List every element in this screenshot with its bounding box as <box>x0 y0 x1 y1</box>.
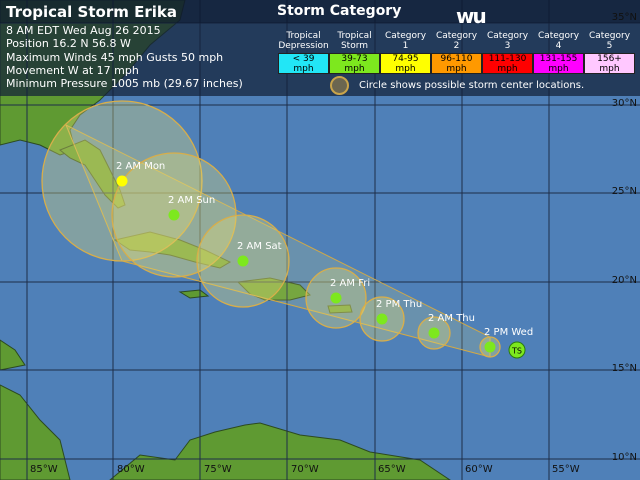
storm-marker-icon[interactable] <box>428 327 440 339</box>
legend-title: Storm Category <box>277 3 402 19</box>
yucatan <box>0 339 26 371</box>
category-0: Tropical DepressionTropicalDepression< 3… <box>278 31 329 74</box>
category-swatch: 156+ mph <box>584 53 635 74</box>
storm-marker-icon[interactable] <box>116 175 128 187</box>
legend-note-text: Circle shows possible storm center locat… <box>359 80 585 91</box>
category-name-line1: Category <box>384 31 427 41</box>
tropical-storm-icon[interactable]: TS <box>508 341 526 359</box>
category-6: Category 5Category5156+mph <box>584 31 635 74</box>
lon-label: 75°W <box>204 464 232 475</box>
category-name-line1: Category <box>486 31 529 41</box>
storm-marker-icon[interactable] <box>376 313 388 325</box>
category-name-line1: Tropical <box>286 31 321 41</box>
forecast-label: 2 AM Sat <box>237 241 282 252</box>
puerto-rico <box>327 304 353 314</box>
lon-label: 70°W <box>291 464 319 475</box>
category-swatch: 74-95 mph <box>380 53 431 74</box>
lon-label: 65°W <box>378 464 406 475</box>
forecast-label: 2 PM Thu <box>376 299 423 310</box>
lon-label: 55°W <box>552 464 580 475</box>
category-swatch: 131-155 mph <box>533 53 584 74</box>
central-america <box>0 384 71 480</box>
info-winds: Maximum Winds 45 mph Gusts 50 mph <box>6 50 224 64</box>
category-name-line2: Storm <box>340 41 369 51</box>
forecast-label: 2 AM Mon <box>116 161 166 172</box>
info-pressure: Minimum Pressure 1005 mb (29.67 inches) <box>6 77 243 91</box>
lat-label: 35°N <box>611 12 637 23</box>
storm-marker-icon[interactable] <box>330 292 342 304</box>
wu-logo[interactable]: wu <box>456 4 487 28</box>
storm-marker-icon[interactable] <box>168 209 180 221</box>
category-name-line1: Category <box>537 31 580 41</box>
category-name-line2: 5 <box>606 41 613 51</box>
lat-label: 25°N <box>611 186 637 197</box>
category-swatch: < 39 mph <box>278 53 329 74</box>
forecast-label: 2 PM Wed <box>484 327 534 338</box>
lat-label: 20°N <box>611 275 637 286</box>
category-swatch: 96-110 mph <box>431 53 482 74</box>
lat-label: 15°N <box>611 363 637 374</box>
ts-text: TS <box>511 347 522 356</box>
category-name-line2: 1 <box>402 41 409 51</box>
storm-marker-icon[interactable] <box>484 341 496 353</box>
legend-note: Circle shows possible storm center locat… <box>330 76 584 95</box>
info-movement: Movement W at 17 mph <box>6 63 139 77</box>
lat-label: 30°N <box>611 98 637 109</box>
south-america <box>109 422 451 480</box>
title-bar <box>0 0 640 23</box>
lon-label: 80°W <box>117 464 145 475</box>
storm-info: 8 AM EDT Wed Aug 26 2015 Position 16.2 N… <box>6 24 243 90</box>
category-legend: Tropical DepressionTropicalDepression< 3… <box>278 31 635 74</box>
category-name-line2: 4 <box>555 41 562 51</box>
storm-marker-icon[interactable] <box>237 255 249 267</box>
lon-label: 85°W <box>30 464 58 475</box>
info-position: Position 16.2 N 56.8 W <box>6 37 131 51</box>
category-name-line1: Tropical <box>337 31 372 41</box>
circle-icon <box>330 76 349 95</box>
category-name-line2: 2 <box>453 41 460 51</box>
category-name-line1: Category <box>435 31 478 41</box>
category-name-line2: 3 <box>504 41 511 51</box>
lat-label: 10°N <box>611 452 637 463</box>
category-name-line2: Depression <box>278 41 329 51</box>
forecast-label: 2 AM Fri <box>330 278 371 289</box>
category-swatch: 39-73 mph <box>329 53 380 74</box>
info-time: 8 AM EDT Wed Aug 26 2015 <box>6 24 161 37</box>
jamaica <box>178 289 210 299</box>
lon-label: 60°W <box>465 464 493 475</box>
cuba <box>113 231 232 269</box>
category-name-line1: Category <box>588 31 631 41</box>
forecast-label: 2 AM Sun <box>168 195 216 206</box>
storm-title: Tropical Storm Erika <box>6 3 177 21</box>
category-swatch: 111-130 mph <box>482 53 533 74</box>
forecast-label: 2 AM Thu <box>428 313 475 324</box>
